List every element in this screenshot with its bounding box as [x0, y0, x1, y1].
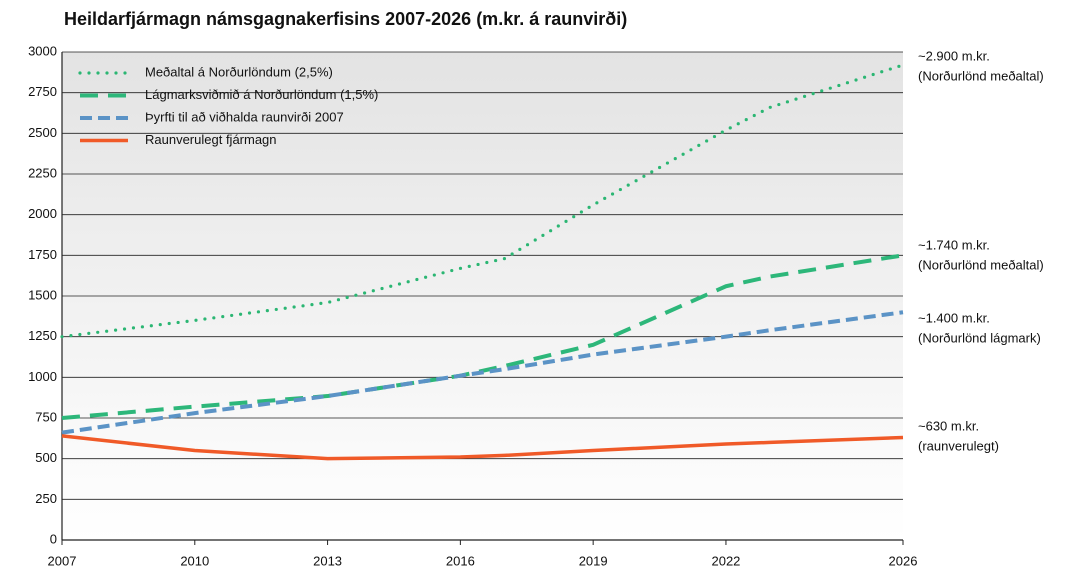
annotation: (Norðurlönd lágmark)	[918, 330, 1041, 345]
annotation: ~1.400 m.kr.	[918, 310, 990, 325]
y-tick-label: 1750	[28, 247, 57, 262]
y-tick-label: 2250	[28, 165, 57, 180]
y-tick-label: 1000	[28, 369, 57, 384]
legend-label: Lágmarksviðmið á Norðurlöndum (1,5%)	[145, 87, 378, 102]
legend-label: Raunverulegt fjármagn	[145, 132, 277, 147]
y-tick-label: 2500	[28, 125, 57, 140]
y-tick-label: 2750	[28, 84, 57, 99]
y-tick-label: 250	[35, 491, 57, 506]
series-line	[61, 434, 904, 461]
annotation: ~1.740 m.kr.	[918, 237, 990, 252]
x-tick-label: 2026	[889, 553, 918, 568]
x-tick-label: 2010	[180, 553, 209, 568]
x-tick-label: 2007	[48, 553, 77, 568]
x-tick-label: 2016	[446, 553, 475, 568]
y-tick-label: 2000	[28, 206, 57, 221]
series-line	[61, 253, 904, 420]
annotation: ~630 m.kr.	[918, 418, 979, 433]
x-tick-label: 2019	[579, 553, 608, 568]
annotation: (Norðurlönd meðaltal)	[918, 257, 1044, 272]
series-line	[60, 63, 905, 339]
x-tick-label: 2022	[711, 553, 740, 568]
y-tick-label: 1500	[28, 287, 57, 302]
annotation: (raunverulegt)	[918, 438, 999, 453]
y-tick-label: 1250	[28, 328, 57, 343]
x-tick-label: 2013	[313, 553, 342, 568]
y-tick-label: 500	[35, 450, 57, 465]
annotation: (Norðurlönd meðaltal)	[918, 68, 1044, 83]
y-tick-label: 0	[50, 531, 57, 546]
annotation: ~2.900 m.kr.	[918, 48, 990, 63]
y-tick-label: 3000	[28, 43, 57, 58]
legend-label: Meðaltal á Norðurlöndum (2,5%)	[145, 64, 333, 79]
legend-label: Þyrfti til að viðhalda raunvirði 2007	[145, 109, 344, 124]
chart-title: Heildarfjármagn námsgagnakerfisins 2007-…	[64, 9, 627, 29]
y-tick-label: 750	[35, 409, 57, 424]
